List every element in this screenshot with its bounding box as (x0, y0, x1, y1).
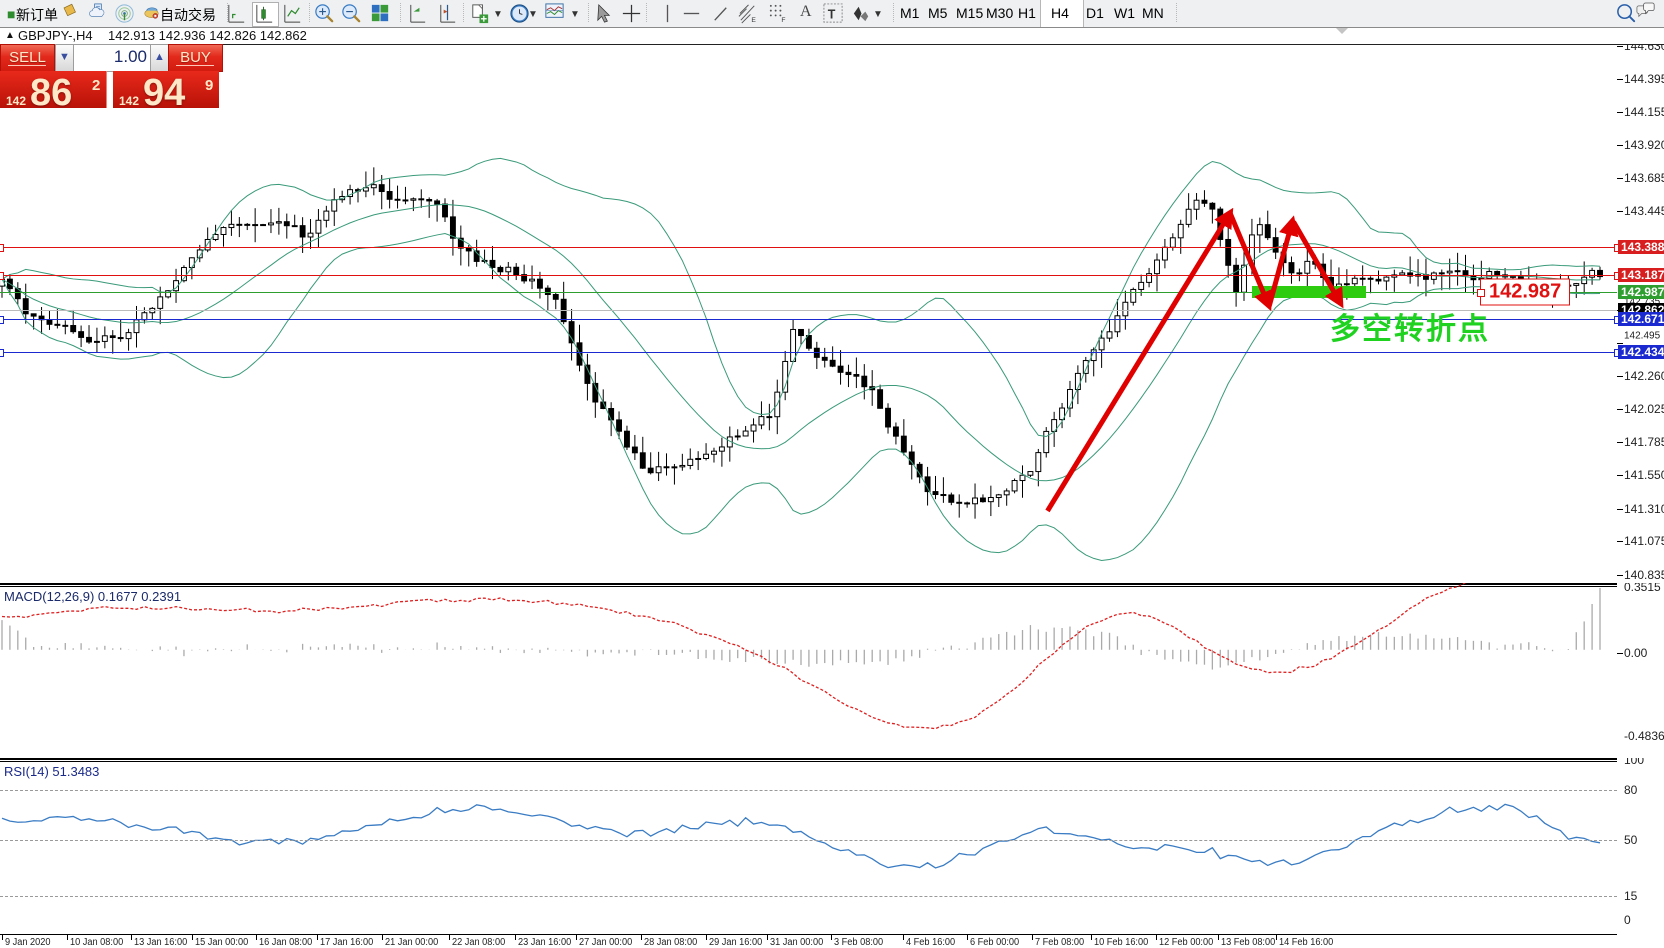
svg-text:E: E (751, 17, 756, 24)
svg-text:T: T (828, 7, 836, 21)
svg-text:F: F (781, 17, 785, 24)
